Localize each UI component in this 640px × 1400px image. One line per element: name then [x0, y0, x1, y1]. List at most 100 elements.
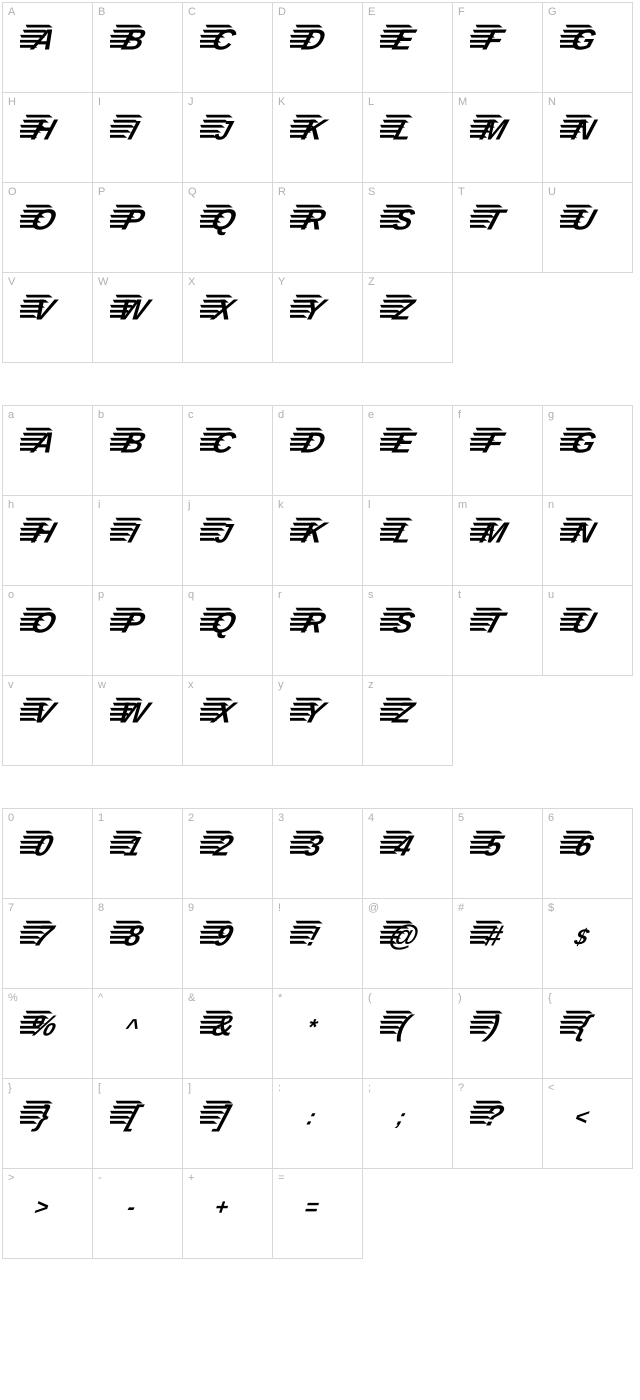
charmap-cell[interactable]: 4 4	[363, 809, 453, 899]
charmap-cell[interactable]: S S	[363, 183, 453, 273]
charmap-cell[interactable]: o O	[3, 586, 93, 676]
charmap-cell[interactable]: L L	[363, 93, 453, 183]
charmap-cell[interactable]: P P	[93, 183, 183, 273]
charmap-cell[interactable]: s S	[363, 586, 453, 676]
charmap-cell[interactable]: T T	[453, 183, 543, 273]
glyph: $	[543, 915, 632, 959]
charmap-cell[interactable]: ; ;	[363, 1079, 453, 1169]
charmap-cell[interactable]: q Q	[183, 586, 273, 676]
charmap-cell[interactable]: X X	[183, 273, 273, 363]
charmap-cell[interactable]: & &	[183, 989, 273, 1079]
cell-label: f	[458, 409, 461, 421]
charmap-cell[interactable]: % %	[3, 989, 93, 1079]
glyph: ^	[93, 1005, 182, 1049]
charmap-cell[interactable]: > >	[3, 1169, 93, 1259]
cell-label: w	[98, 679, 106, 691]
charmap-cell[interactable]: t T	[453, 586, 543, 676]
charmap-cell[interactable]: n N	[543, 496, 633, 586]
charmap-cell[interactable]: g G	[543, 406, 633, 496]
charmap-cell[interactable]: - -	[93, 1169, 183, 1259]
charmap-cell[interactable]: ! !	[273, 899, 363, 989]
charmap-cell[interactable]: v V	[3, 676, 93, 766]
charmap-cell[interactable]: ? ?	[453, 1079, 543, 1169]
charmap-cell[interactable]: k K	[273, 496, 363, 586]
charmap-cell[interactable]: Q Q	[183, 183, 273, 273]
cell-label: V	[8, 276, 15, 288]
charmap-cell[interactable]: G G	[543, 3, 633, 93]
glyph: F	[453, 422, 542, 466]
charmap-cell[interactable]: O O	[3, 183, 93, 273]
charmap-cell[interactable]: x X	[183, 676, 273, 766]
charmap-cell[interactable]: D D	[273, 3, 363, 93]
charmap-cell[interactable]: @ @	[363, 899, 453, 989]
charmap-cell[interactable]: l L	[363, 496, 453, 586]
charmap-cell[interactable]: B B	[93, 3, 183, 93]
charmap-cell[interactable]: 8 8	[93, 899, 183, 989]
charmap-cell[interactable]: : :	[273, 1079, 363, 1169]
charmap-cell[interactable]: N N	[543, 93, 633, 183]
charmap-cell[interactable]: 6 6	[543, 809, 633, 899]
charmap-cell[interactable]: M M	[453, 93, 543, 183]
charmap-cell[interactable]: * *	[273, 989, 363, 1079]
cell-label: #	[458, 902, 464, 914]
charmap-cell[interactable]: ] ]	[183, 1079, 273, 1169]
charmap-cell[interactable]: j J	[183, 496, 273, 586]
charmap-cell[interactable]: # #	[453, 899, 543, 989]
charmap-cell[interactable]: + +	[183, 1169, 273, 1259]
charmap-cell[interactable]: i I	[93, 496, 183, 586]
glyph: A	[3, 422, 92, 466]
glyph: K	[273, 512, 362, 556]
charmap-cell[interactable]: p P	[93, 586, 183, 676]
charmap-cell[interactable]: a A	[3, 406, 93, 496]
charmap-cell[interactable]: Y Y	[273, 273, 363, 363]
svg-text:M: M	[476, 114, 512, 146]
charmap-cell[interactable]: W W	[93, 273, 183, 363]
charmap-cell[interactable]: ) )	[453, 989, 543, 1079]
charmap-cell[interactable]: m M	[453, 496, 543, 586]
charmap-cell[interactable]: C C	[183, 3, 273, 93]
charmap-cell[interactable]: c C	[183, 406, 273, 496]
svg-text:O: O	[27, 204, 60, 236]
glyph: Y	[273, 692, 362, 736]
charmap-cell[interactable]: r R	[273, 586, 363, 676]
charmap-cell[interactable]: ( (	[363, 989, 453, 1079]
charmap-cell[interactable]: d D	[273, 406, 363, 496]
charmap-cell[interactable]: V V	[3, 273, 93, 363]
charmap-cell[interactable]: H H	[3, 93, 93, 183]
charmap-cell[interactable]: ^ ^	[93, 989, 183, 1079]
charmap-cell[interactable]: } }	[3, 1079, 93, 1169]
charmap-cell[interactable]: { {	[543, 989, 633, 1079]
charmap-cell[interactable]: 7 7	[3, 899, 93, 989]
charmap-cell[interactable]: Z Z	[363, 273, 453, 363]
charmap-cell[interactable]: b B	[93, 406, 183, 496]
charmap-cell[interactable]: J J	[183, 93, 273, 183]
charmap-cell[interactable]: f F	[453, 406, 543, 496]
glyph: 6	[543, 825, 632, 869]
charmap-cell[interactable]: 1 1	[93, 809, 183, 899]
charmap-cell[interactable]: h H	[3, 496, 93, 586]
charmap-cell[interactable]: 3 3	[273, 809, 363, 899]
charmap-cell[interactable]: E E	[363, 3, 453, 93]
charmap-cell[interactable]: < <	[543, 1079, 633, 1169]
charmap-cell[interactable]: z Z	[363, 676, 453, 766]
charmap-cell[interactable]: 0 0	[3, 809, 93, 899]
charmap-cell[interactable]: 9 9	[183, 899, 273, 989]
charmap-cell[interactable]: [ [	[93, 1079, 183, 1169]
charmap-cell[interactable]: w W	[93, 676, 183, 766]
charmap-cell[interactable]: y Y	[273, 676, 363, 766]
charmap-cell[interactable]: $ $	[543, 899, 633, 989]
charmap-cell[interactable]: R R	[273, 183, 363, 273]
charmap-cell[interactable]: F F	[453, 3, 543, 93]
cell-label: z	[368, 679, 374, 691]
charmap-cell[interactable]: 2 2	[183, 809, 273, 899]
charmap-cell[interactable]: K K	[273, 93, 363, 183]
charmap-cell[interactable]: = =	[273, 1169, 363, 1259]
charmap-cell[interactable]: u U	[543, 586, 633, 676]
charmap-cell[interactable]: e E	[363, 406, 453, 496]
charmap-cell[interactable]: U U	[543, 183, 633, 273]
cell-label: T	[458, 186, 465, 198]
charmap-cell[interactable]: A A	[3, 3, 93, 93]
charmap-cell[interactable]: 5 5	[453, 809, 543, 899]
cell-label: P	[98, 186, 105, 198]
charmap-cell[interactable]: I I	[93, 93, 183, 183]
